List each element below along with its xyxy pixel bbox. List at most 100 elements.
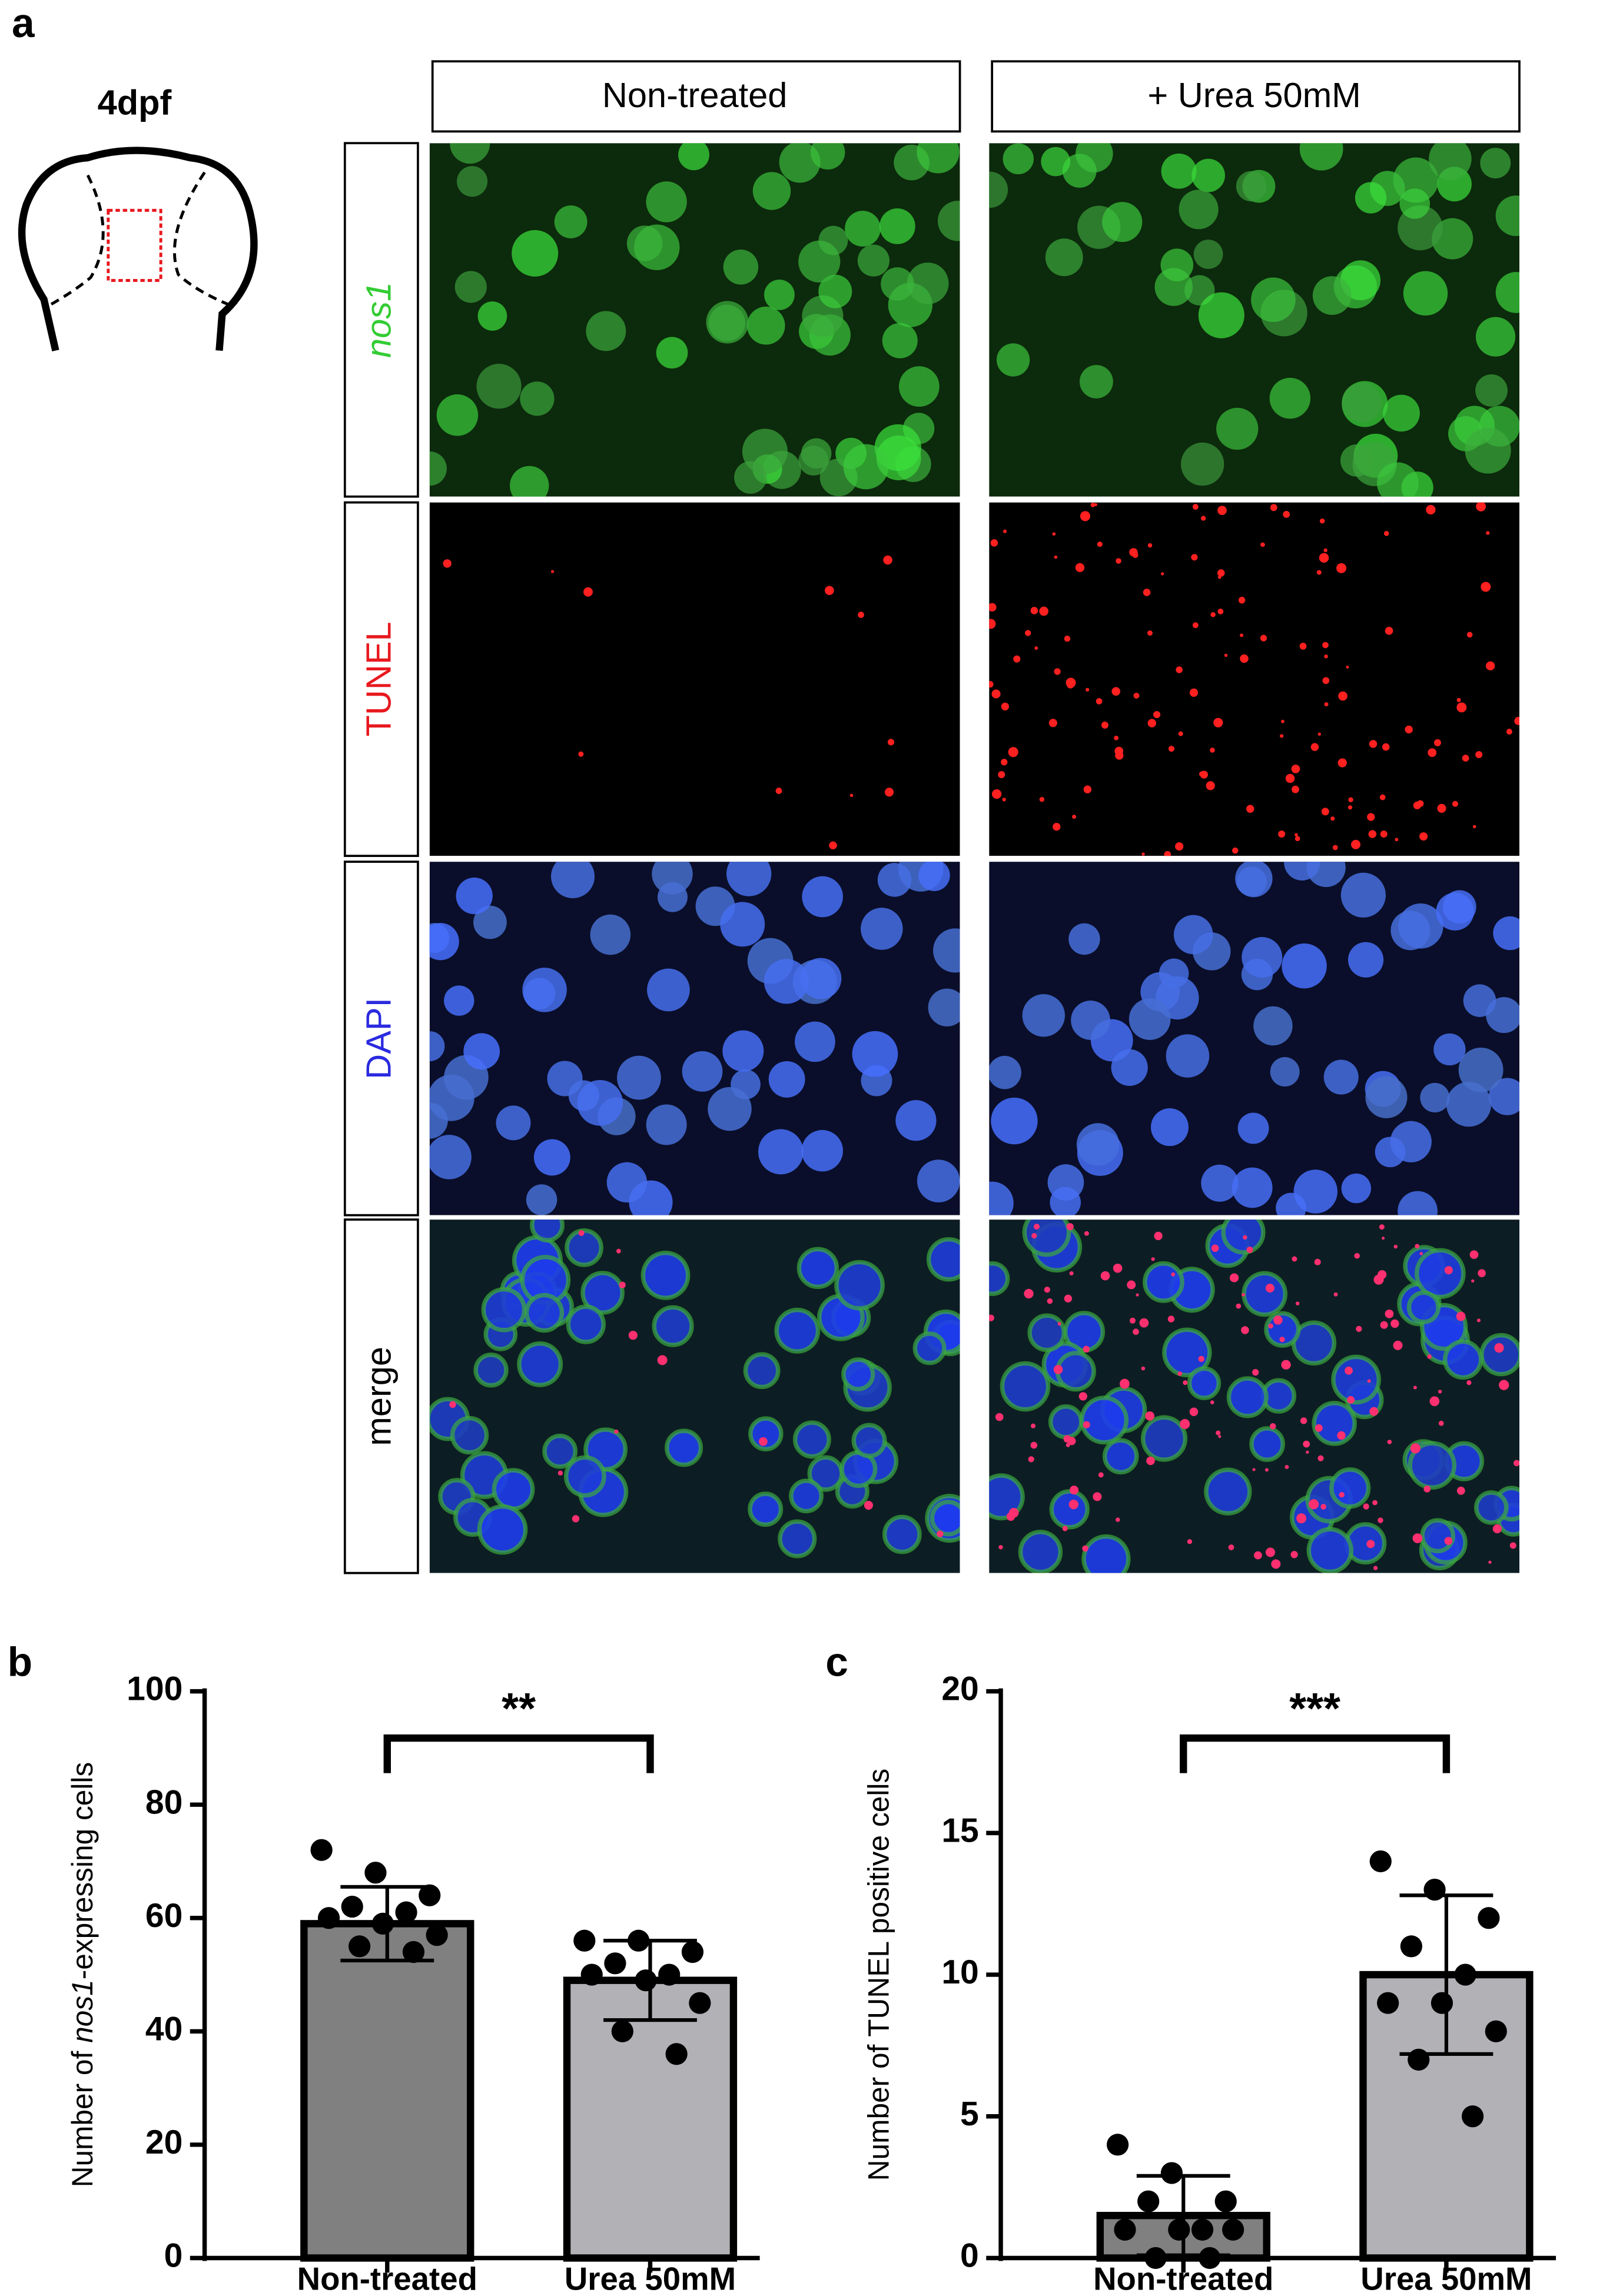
apoptotic-dot [884, 788, 894, 797]
bar [300, 1920, 474, 2262]
cell [1251, 277, 1296, 323]
apoptotic-dot [1354, 1252, 1360, 1259]
apoptotic-dot [1216, 1430, 1221, 1436]
data-point [349, 1935, 371, 1958]
apoptotic-dot [1419, 832, 1428, 841]
micrograph [989, 862, 1519, 1215]
cell [746, 306, 785, 345]
cell [522, 968, 567, 1012]
cell [926, 1237, 960, 1282]
cell [792, 1420, 831, 1459]
apoptotic-dot [1295, 833, 1298, 837]
apoptotic-dot [1246, 805, 1254, 813]
y-tick-label: 100 [127, 1670, 182, 1708]
cell [928, 988, 960, 1026]
cell [1187, 1366, 1222, 1400]
cell [933, 928, 960, 973]
apoptotic-dot [1317, 1455, 1324, 1461]
cell [1166, 1034, 1210, 1078]
apoptotic-dot [995, 1413, 1004, 1421]
apoptotic-dot [1213, 717, 1223, 727]
panel-label: c [825, 1639, 848, 1684]
apoptotic-dot [1393, 1340, 1403, 1350]
micrograph [989, 143, 1519, 497]
apoptotic-dot [1333, 1292, 1338, 1297]
apoptotic-dot [1171, 1272, 1176, 1277]
cell [477, 1504, 528, 1555]
apoptotic-dot [1444, 1537, 1453, 1545]
apoptotic-dot [1456, 702, 1467, 713]
apoptotic-dot [1285, 773, 1295, 783]
apoptotic-dot [1057, 1322, 1061, 1326]
cell [551, 862, 595, 899]
data-point [1191, 2218, 1214, 2241]
apoptotic-dot [1177, 1371, 1182, 1376]
apoptotic-dot [1192, 504, 1199, 510]
cell [795, 1021, 835, 1062]
cell [1480, 148, 1511, 179]
apoptotic-dot [1292, 1256, 1297, 1262]
apoptotic-dot [1339, 1491, 1345, 1498]
data-point [1199, 2247, 1221, 2270]
cell [533, 1139, 570, 1176]
cell [1129, 998, 1171, 1040]
apoptotic-dot [1096, 698, 1103, 705]
apoptotic-dot [1462, 755, 1469, 762]
apoptotic-dot [864, 1500, 873, 1510]
apoptotic-dot [1285, 1465, 1289, 1469]
apoptotic-dot [443, 559, 452, 568]
cell [861, 908, 903, 950]
apoptotic-dot [1082, 1545, 1088, 1552]
cell [1403, 271, 1448, 316]
apoptotic-dot [1062, 1526, 1068, 1531]
cell [566, 1304, 606, 1344]
apoptotic-dot [1486, 531, 1490, 535]
micrograph-background [429, 143, 960, 497]
apoptotic-dot [1132, 552, 1139, 559]
apoptotic-dot [1039, 797, 1045, 802]
cell [1180, 442, 1224, 486]
y-tick-label: 15 [941, 1812, 978, 1849]
cell [1249, 1426, 1285, 1462]
apoptotic-dot [1270, 1423, 1276, 1430]
apoptotic-dot [1319, 519, 1325, 524]
cell [520, 381, 555, 416]
cell [1111, 1049, 1148, 1086]
y-tick-label: 60 [145, 1897, 182, 1935]
apoptotic-dot [1336, 563, 1347, 573]
cell [1284, 862, 1320, 880]
apoptotic-dot [1481, 582, 1491, 592]
cell [1399, 188, 1431, 219]
apoptotic-dot [1472, 825, 1476, 829]
cell [524, 1292, 565, 1333]
data-point [658, 1963, 681, 1986]
apoptotic-dot [1323, 548, 1327, 553]
apoptotic-dot [1083, 785, 1092, 793]
apoptotic-dot [1242, 1292, 1245, 1297]
apoptotic-dot [1278, 830, 1286, 838]
apoptotic-dot [1241, 1326, 1249, 1334]
apoptotic-dot [1153, 711, 1161, 719]
apoptotic-dot [1279, 734, 1284, 738]
head-schematic [18, 147, 258, 351]
apoptotic-dot [1217, 575, 1222, 579]
apoptotic-dot [1303, 1440, 1310, 1448]
cell [1150, 1108, 1189, 1147]
apoptotic-dot [1271, 1559, 1281, 1569]
y-tick-label: 0 [960, 2237, 979, 2275]
cell [1365, 1076, 1408, 1118]
cell [1237, 1112, 1269, 1144]
panel-label: b [8, 1639, 32, 1684]
apoptotic-dot [1366, 1540, 1375, 1549]
data-point [1214, 2190, 1237, 2212]
data-point [1454, 1963, 1476, 1986]
cell [586, 311, 626, 351]
apoptotic-dot [858, 612, 864, 618]
apoptotic-dot [1306, 1450, 1309, 1454]
apoptotic-dot [1279, 1337, 1285, 1343]
cell [1193, 240, 1223, 269]
cell [708, 1086, 752, 1131]
cell [1474, 1490, 1509, 1525]
data-point [426, 1924, 448, 1946]
apoptotic-dot [1078, 1392, 1087, 1401]
